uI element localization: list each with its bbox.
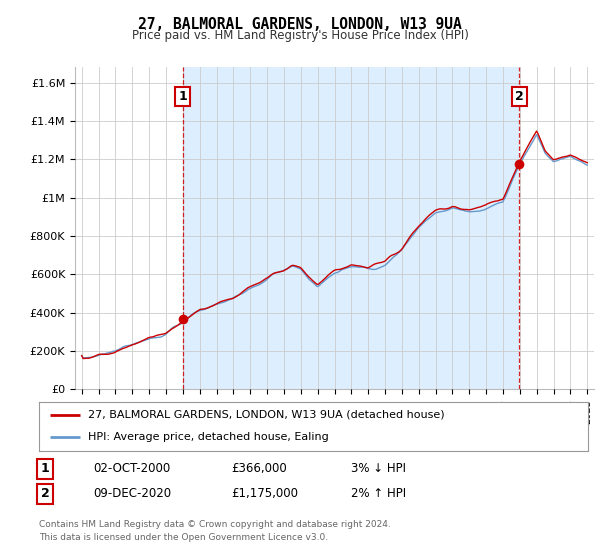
Text: 1: 1	[178, 90, 187, 102]
Text: 02-OCT-2000: 02-OCT-2000	[93, 462, 170, 475]
Text: 2: 2	[515, 90, 523, 102]
Text: 27, BALMORAL GARDENS, LONDON, W13 9UA (detached house): 27, BALMORAL GARDENS, LONDON, W13 9UA (d…	[88, 410, 445, 420]
Text: 09-DEC-2020: 09-DEC-2020	[93, 487, 171, 501]
Text: £366,000: £366,000	[231, 462, 287, 475]
Text: 3% ↓ HPI: 3% ↓ HPI	[351, 462, 406, 475]
Text: 2: 2	[41, 487, 49, 501]
Text: 1: 1	[41, 462, 49, 475]
Bar	[183, 67, 519, 389]
Text: Contains HM Land Registry data © Crown copyright and database right 2024.
This d: Contains HM Land Registry data © Crown c…	[39, 520, 391, 542]
Text: 2% ↑ HPI: 2% ↑ HPI	[351, 487, 406, 501]
Text: Price paid vs. HM Land Registry's House Price Index (HPI): Price paid vs. HM Land Registry's House …	[131, 29, 469, 42]
Text: 27, BALMORAL GARDENS, LONDON, W13 9UA: 27, BALMORAL GARDENS, LONDON, W13 9UA	[138, 17, 462, 32]
Text: HPI: Average price, detached house, Ealing: HPI: Average price, detached house, Eali…	[88, 432, 329, 442]
Text: £1,175,000: £1,175,000	[231, 487, 298, 501]
